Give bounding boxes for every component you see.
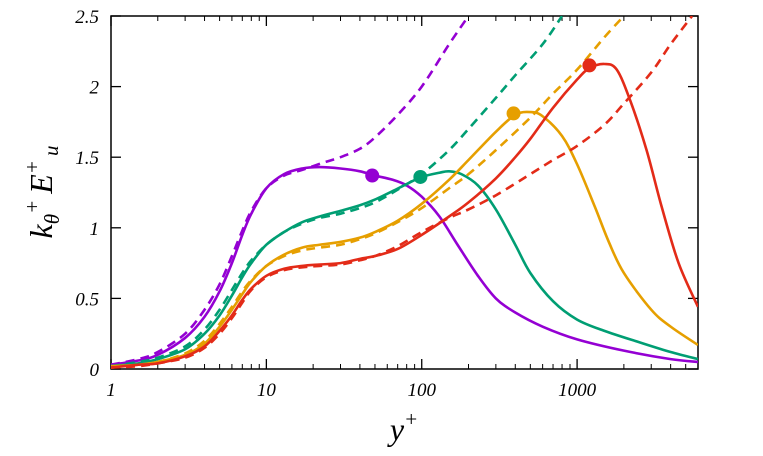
series-1-marker (365, 168, 380, 183)
x-axis-title-base: y (387, 411, 405, 447)
y-axis-title-e-sup: + (20, 160, 44, 174)
series-1-solid-line (111, 165, 698, 367)
x-tick-label: 100 (407, 380, 436, 401)
series-3-dashed-line (111, 16, 625, 369)
series-2-marker (413, 169, 428, 184)
y-axis-title-e-sub: u (39, 146, 63, 157)
y-axis-title-k: k (23, 223, 59, 238)
x-axis-title-sup: + (404, 407, 418, 431)
ticks (110, 15, 698, 370)
x-axis-title: y+ (387, 407, 418, 447)
y-tick-label: 0.5 (75, 289, 99, 310)
series-layer (111, 16, 698, 369)
marker-layer (365, 58, 597, 184)
series-3-solid-line (111, 110, 698, 368)
y-tick-label: 2.5 (75, 7, 99, 28)
series-4-marker (582, 58, 597, 73)
series-2-dashed-line (111, 16, 564, 368)
y-axis-title: kθ+E+u (20, 146, 64, 239)
y-tick-labels: 0 0.5 1 1.5 2 2.5 (75, 7, 99, 381)
y-tick-label: 1 (90, 219, 100, 240)
y-tick-label: 0 (90, 360, 100, 381)
x-tick-label: 1 (106, 380, 116, 401)
series-4-solid-line (111, 62, 698, 369)
y-axis-title-k-sup: + (20, 200, 44, 214)
y-axis-title-e: E (23, 174, 59, 195)
plot-frame (110, 15, 699, 370)
x-tick-label: 10 (257, 380, 277, 401)
series-4-dashed-line (111, 16, 694, 369)
y-axis-title-k-sub: θ (40, 214, 64, 224)
x-tick-label: 1000 (558, 380, 597, 401)
x-tick-labels: 1 10 100 1000 (106, 380, 596, 401)
y-tick-label: 2 (90, 78, 100, 99)
y-tick-label: 1.5 (75, 148, 99, 169)
series-2-solid-line (111, 169, 698, 368)
series-3-marker (506, 106, 521, 121)
